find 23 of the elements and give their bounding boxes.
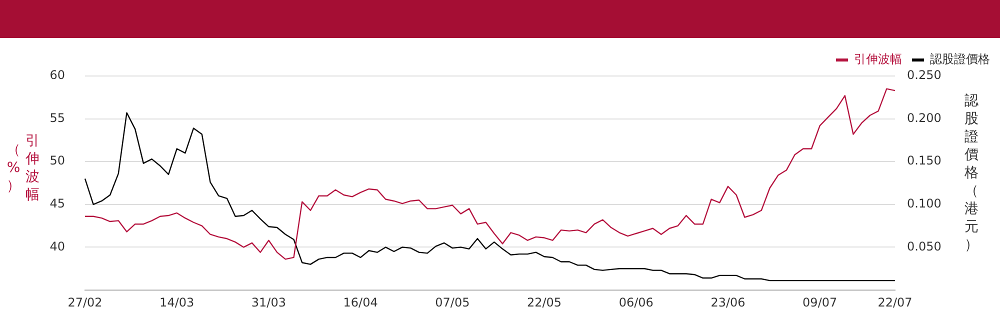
y2-tick-label: 0.050	[907, 239, 942, 254]
y2-tick-label: 0.150	[907, 154, 942, 168]
x-tick-label: 06/06	[618, 295, 654, 310]
x-tick-label: 09/07	[802, 295, 838, 310]
text: 認股證價格（港元）	[964, 93, 978, 253]
x-tick-label: 22/07	[878, 295, 912, 310]
y2-tick-label: 0.200	[907, 110, 942, 125]
y2-tick-label: 0.250	[907, 68, 942, 82]
y2-tick-label: 0.100	[907, 196, 942, 211]
y-tick-label: 45	[50, 196, 65, 211]
y-tick-label: 50	[50, 154, 65, 168]
y-tick-label: 40	[50, 239, 65, 254]
y-tick-label: 60	[50, 68, 65, 82]
y-tick-label: 55	[50, 110, 65, 125]
x-tick-label: 22/05	[526, 295, 562, 310]
x-tick-label: 27/02	[68, 295, 102, 310]
legend-label: 引伸波幅	[854, 52, 902, 66]
x-tick-label: 14/03	[160, 295, 194, 310]
x-tick-label: 31/03	[251, 295, 286, 310]
x-tick-label: 07/05	[435, 295, 470, 310]
x-tick-label: 23/06	[710, 295, 746, 310]
x-tick-label: 16/04	[343, 295, 378, 310]
legend-label: 認股證價格	[930, 52, 990, 66]
